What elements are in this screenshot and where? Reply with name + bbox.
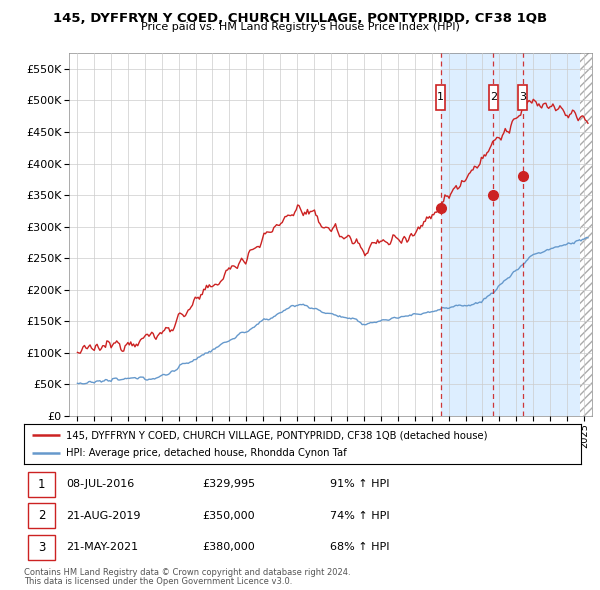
Text: £350,000: £350,000 bbox=[202, 511, 255, 520]
Text: £380,000: £380,000 bbox=[202, 542, 255, 552]
Text: 145, DYFFRYN Y COED, CHURCH VILLAGE, PONTYPRIDD, CF38 1QB: 145, DYFFRYN Y COED, CHURCH VILLAGE, PON… bbox=[53, 12, 547, 25]
Bar bbox=[440, 53, 592, 416]
Text: 1: 1 bbox=[38, 478, 46, 491]
Bar bbox=[580, 53, 592, 416]
Text: 3: 3 bbox=[519, 92, 526, 102]
Bar bbox=[28, 471, 55, 497]
Text: 3: 3 bbox=[38, 540, 46, 553]
Text: £329,995: £329,995 bbox=[202, 479, 256, 489]
Text: 2: 2 bbox=[38, 509, 46, 522]
Bar bbox=[580, 53, 592, 416]
Text: Contains HM Land Registry data © Crown copyright and database right 2024.: Contains HM Land Registry data © Crown c… bbox=[24, 568, 350, 576]
Bar bbox=[436, 84, 445, 110]
Text: 2: 2 bbox=[490, 92, 497, 102]
Text: 08-JUL-2016: 08-JUL-2016 bbox=[66, 479, 134, 489]
Text: 91% ↑ HPI: 91% ↑ HPI bbox=[330, 479, 390, 489]
Bar bbox=[518, 84, 527, 110]
Text: 1: 1 bbox=[437, 92, 444, 102]
Text: Price paid vs. HM Land Registry's House Price Index (HPI): Price paid vs. HM Land Registry's House … bbox=[140, 22, 460, 32]
Bar bbox=[28, 503, 55, 528]
Text: 21-AUG-2019: 21-AUG-2019 bbox=[66, 511, 140, 520]
Bar bbox=[488, 84, 498, 110]
Text: 74% ↑ HPI: 74% ↑ HPI bbox=[330, 511, 390, 520]
Text: 145, DYFFRYN Y COED, CHURCH VILLAGE, PONTYPRIDD, CF38 1QB (detached house): 145, DYFFRYN Y COED, CHURCH VILLAGE, PON… bbox=[66, 430, 487, 440]
Text: This data is licensed under the Open Government Licence v3.0.: This data is licensed under the Open Gov… bbox=[24, 577, 292, 586]
Text: HPI: Average price, detached house, Rhondda Cynon Taf: HPI: Average price, detached house, Rhon… bbox=[66, 448, 347, 458]
Text: 68% ↑ HPI: 68% ↑ HPI bbox=[330, 542, 390, 552]
Text: 21-MAY-2021: 21-MAY-2021 bbox=[66, 542, 138, 552]
Bar bbox=[28, 535, 55, 560]
